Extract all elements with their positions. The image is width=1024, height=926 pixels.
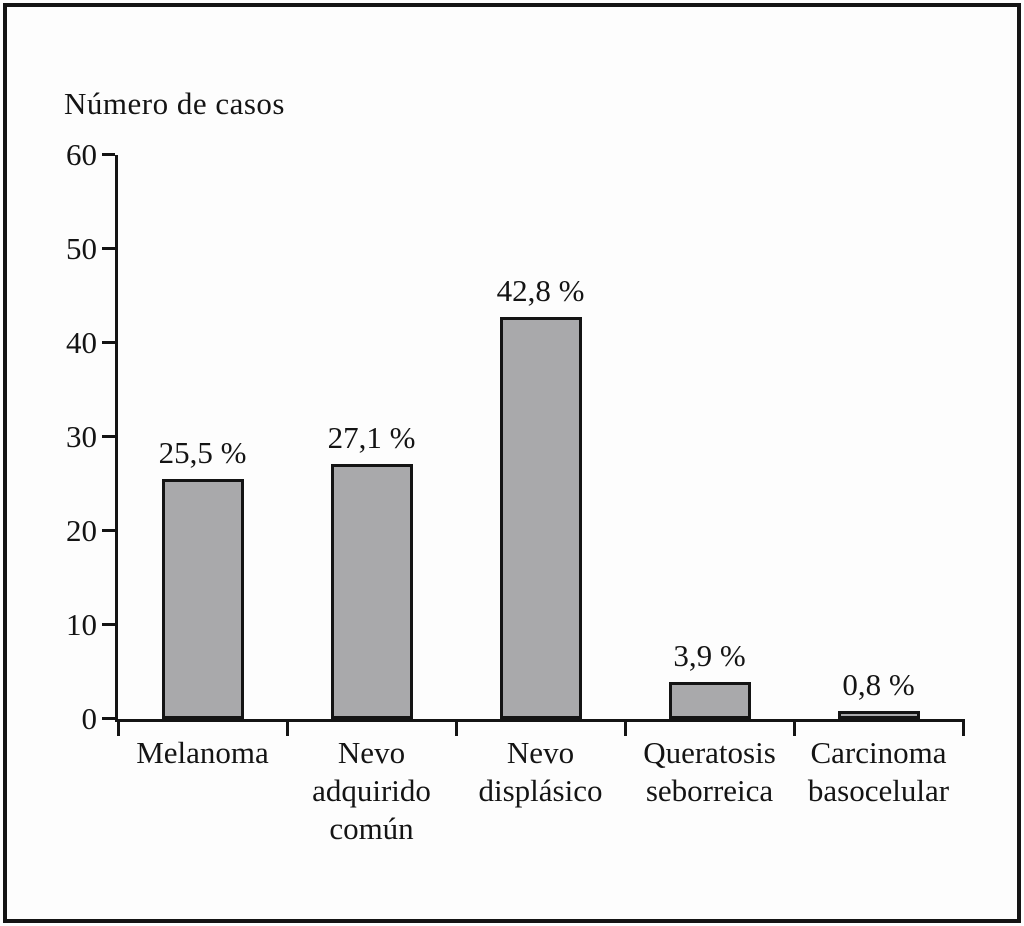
y-tick-label: 30	[66, 419, 97, 454]
y-tick-label: 0	[81, 701, 98, 736]
x-category-label-line: Carcinoma	[810, 735, 947, 770]
x-tick	[285, 719, 289, 736]
bar-value-label: 3,9 %	[673, 638, 746, 674]
x-axis	[115, 719, 963, 722]
x-category-label-line: basocelular	[807, 773, 950, 808]
y-tick	[102, 153, 115, 156]
x-tick	[454, 719, 458, 736]
x-category-label-line: adquirido	[312, 773, 431, 808]
bar	[837, 711, 920, 719]
x-tick	[961, 719, 965, 736]
x-tick	[116, 719, 120, 736]
bar	[330, 464, 413, 719]
x-category-label-line: Nevo	[506, 735, 575, 770]
x-category-label: Nevo adquirido común	[287, 734, 456, 848]
x-category-label-line: Queratosis	[643, 735, 776, 770]
bar	[161, 479, 244, 719]
x-tick	[792, 719, 796, 736]
y-axis	[115, 155, 118, 722]
y-tick-label: 50	[66, 231, 97, 266]
x-category-label: Carcinoma basocelular	[794, 734, 963, 810]
bar	[668, 682, 751, 719]
x-category-label-line: Melanoma	[136, 735, 269, 770]
x-category-label-line: común	[329, 811, 414, 846]
y-tick	[102, 717, 115, 720]
x-category-label: Melanoma	[118, 734, 287, 772]
figure-border-frame	[3, 3, 1021, 923]
y-tick-label: 60	[66, 137, 97, 172]
x-category-label: Queratosis seborreica	[625, 734, 794, 810]
x-category-label: Nevo displásico	[456, 734, 625, 810]
y-tick	[102, 529, 115, 532]
chart-title: Número de casos	[64, 86, 285, 121]
bar-value-label: 0,8 %	[842, 667, 915, 703]
y-tick-label: 10	[66, 607, 97, 642]
y-tick-label: 20	[66, 513, 97, 548]
bar-value-label: 27,1 %	[327, 420, 416, 456]
bar	[499, 316, 582, 719]
y-tick-label: 40	[66, 325, 97, 360]
bar-value-label: 25,5 %	[158, 435, 247, 471]
x-category-label-line: seborreica	[645, 773, 774, 808]
y-tick	[102, 247, 115, 250]
y-tick	[102, 623, 115, 626]
x-category-label-line: Nevo	[337, 735, 406, 770]
bar-value-label: 42,8 %	[496, 272, 585, 308]
plot-area: 0 10 20 30 40 50 60 25,5 % Melanoma 27,1 % Nevo adq…	[66, 139, 965, 846]
y-tick	[102, 435, 115, 438]
x-tick	[623, 719, 627, 736]
x-category-label-line: displásico	[478, 773, 603, 808]
y-tick	[102, 341, 115, 344]
